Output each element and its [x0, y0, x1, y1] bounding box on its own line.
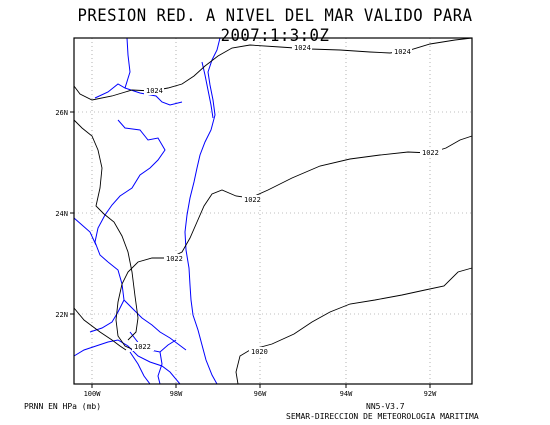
isobar-label: 1022 [166, 255, 183, 263]
latitude-ticks: 26N 24N 22N [55, 109, 68, 319]
isobar-1020 [235, 267, 473, 385]
credit-label: SEMAR-DIRECCION DE METEOROLOGIA MARITIMA [286, 412, 479, 421]
isobar-label: 1024 [394, 48, 411, 56]
units-label: PRNN EN HPa (mb) [24, 402, 102, 411]
tick-marks [70, 111, 431, 388]
isobar-1024-west [73, 119, 139, 341]
isobar-label: 1022 [422, 149, 439, 157]
isobar-label: 1024 [294, 44, 311, 52]
isobar-label: 1020 [251, 348, 268, 356]
lon-tick-label: 92W [424, 390, 437, 398]
isobar-label: 1022 [244, 196, 261, 204]
isobar-1022-center [115, 135, 473, 351]
model-version-label: NN5-V3.7 [366, 402, 405, 411]
lat-tick-label: 24N [55, 210, 68, 218]
map-title: PRESION RED. A NIVEL DEL MAR VALIDO PARA… [77, 6, 473, 46]
lon-tick-label: 100W [84, 390, 102, 398]
isobar-labels: 1024 1024 1024 1022 1022 1022 1022 1020 [132, 43, 442, 356]
isobar-1022-southwest [73, 307, 127, 351]
map-frame [73, 37, 473, 385]
lat-tick-label: 26N [55, 109, 68, 117]
isobar-label: 1022 [134, 343, 151, 351]
longitude-ticks: 100W 98W 96W 94W 92W [84, 390, 438, 398]
lon-tick-label: 94W [340, 390, 353, 398]
lon-tick-label: 98W [170, 390, 183, 398]
lon-tick-label: 96W [254, 390, 267, 398]
lat-tick-label: 22N [55, 311, 68, 319]
coastline [73, 37, 221, 385]
isobar-label: 1024 [146, 87, 163, 95]
isobars [73, 37, 473, 385]
